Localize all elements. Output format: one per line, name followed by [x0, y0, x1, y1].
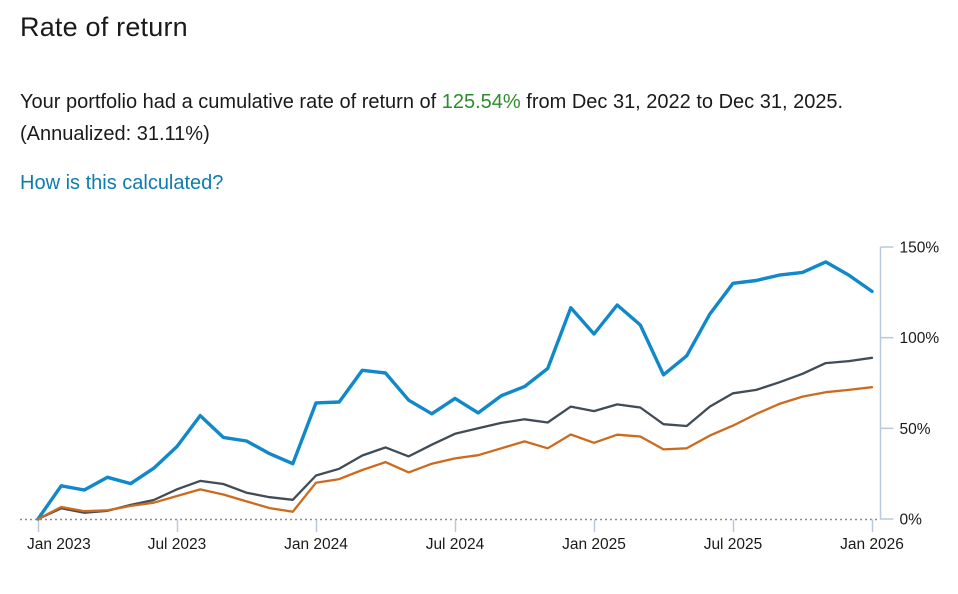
y-axis-tick-label: 150%: [900, 240, 940, 257]
summary-suffix: from Dec 31, 2022 to Dec 31, 2025. (Annu…: [20, 91, 844, 145]
rate-of-return-chart: 0% 50% 100% 150% Jan 2023 Jul 2023 Jan 2024 Jul…: [0, 228, 958, 573]
summary-prefix: Your portfolio had a cumulative rate of …: [20, 91, 442, 113]
summary-text: Your portfolio had a cumulative rate of …: [20, 86, 936, 150]
benchmark-2-line: [36, 386, 874, 521]
x-axis-tick-label: Jan 2025: [562, 536, 626, 553]
y-axis-tick-label: 0%: [900, 512, 923, 529]
rate-of-return-value: 125.54%: [441, 91, 521, 113]
y-axis-tick-label: 100%: [900, 330, 940, 347]
how-is-this-calculated-link[interactable]: How is this calculated?: [20, 172, 224, 194]
x-axis-tick-label: Jan 2023: [27, 536, 91, 553]
x-axis-tick-label: Jan 2024: [284, 536, 348, 553]
portfolio-line: [36, 260, 874, 521]
x-axis-tick-label: Jul 2023: [148, 536, 207, 553]
x-axis-tick-label: Jul 2025: [704, 536, 763, 553]
page-title: Rate of return: [20, 12, 188, 42]
chart-canvas: 0% 50% 100% 150% Jan 2023 Jul 2023 Jan 2024 Jul…: [20, 240, 940, 553]
x-axis-tick-label: Jan 2026: [840, 536, 904, 553]
y-axis-tick-label: 50%: [900, 421, 931, 438]
x-axis-tick-label: Jul 2024: [426, 536, 485, 553]
benchmark-1-line: [36, 356, 874, 521]
